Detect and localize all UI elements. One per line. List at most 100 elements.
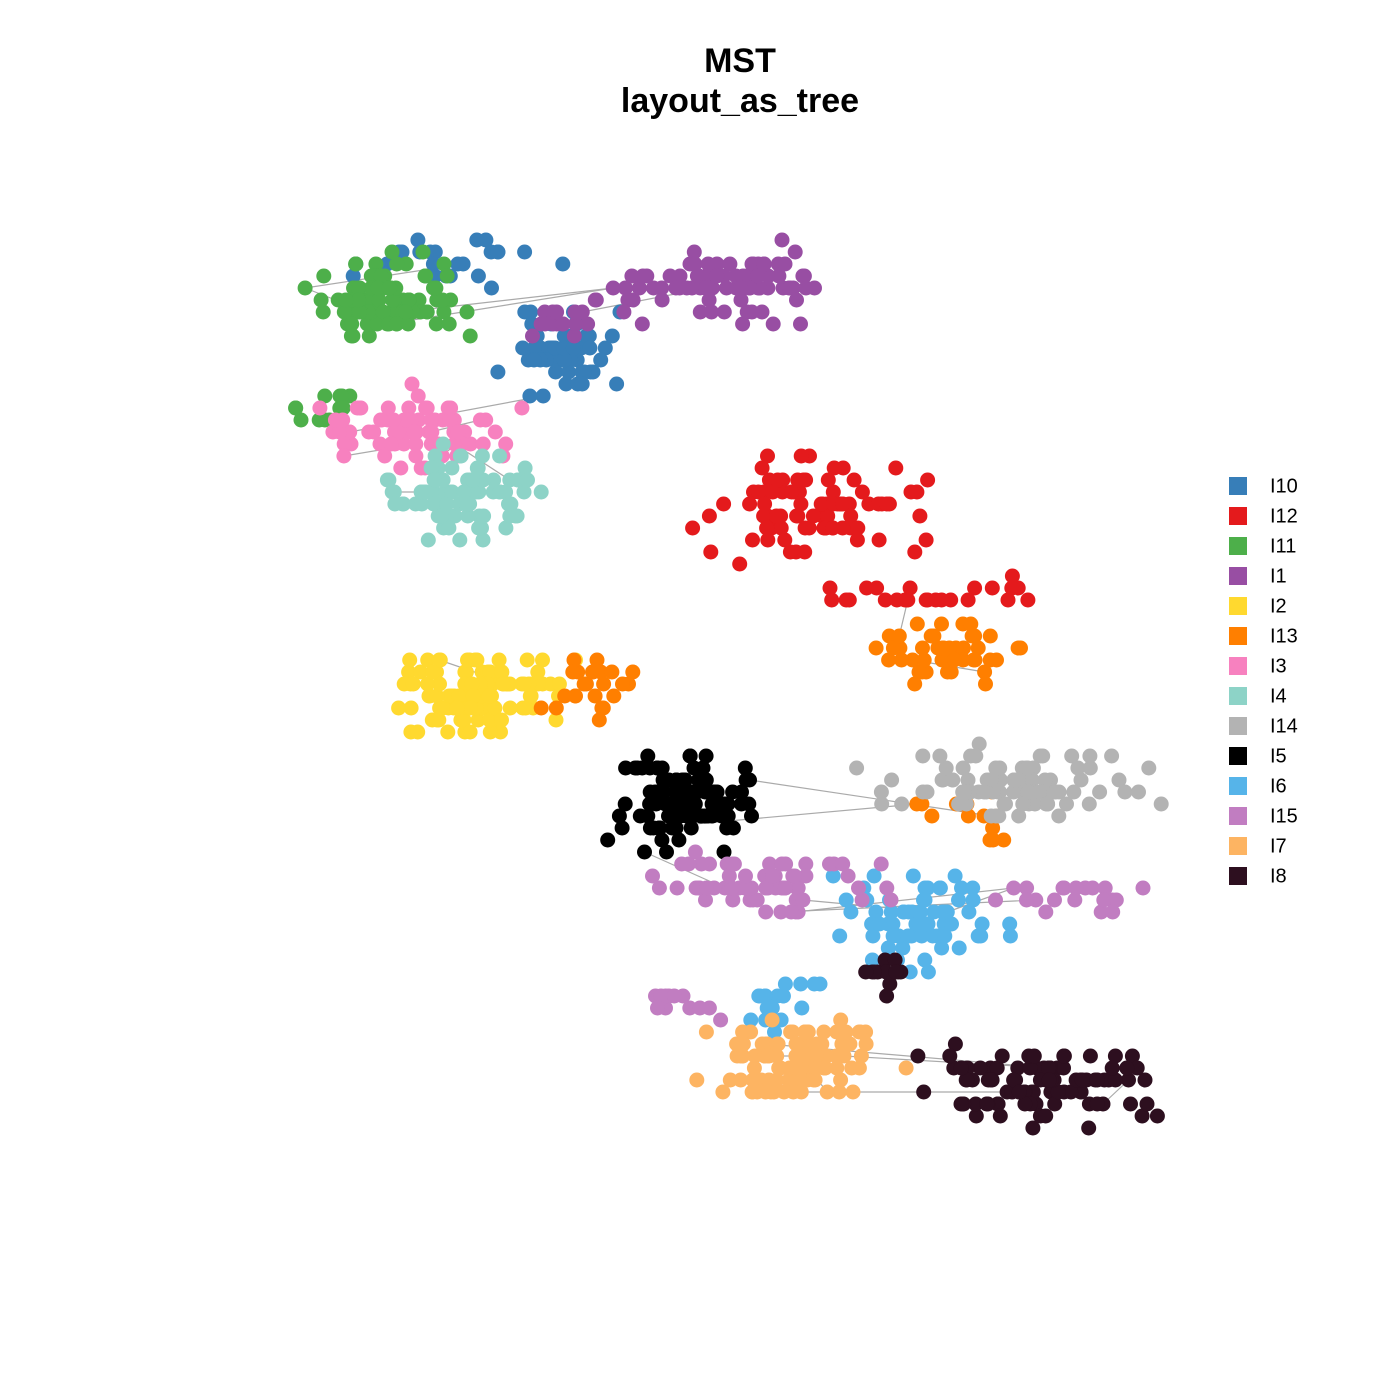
node	[427, 244, 443, 260]
node	[760, 448, 775, 464]
node	[953, 1060, 969, 1076]
node	[403, 700, 419, 716]
node	[462, 328, 478, 344]
legend-label: I3	[1270, 655, 1287, 677]
node	[475, 532, 491, 548]
node	[909, 616, 925, 632]
node	[845, 1084, 861, 1100]
node	[905, 652, 921, 668]
node	[709, 268, 725, 284]
node	[793, 976, 809, 992]
node	[843, 904, 859, 920]
node	[465, 472, 481, 488]
node	[667, 784, 683, 800]
node	[502, 700, 518, 716]
node	[391, 424, 407, 440]
node	[793, 1060, 809, 1076]
edge	[749, 779, 992, 817]
node	[920, 964, 936, 980]
node	[926, 904, 942, 920]
node	[405, 676, 421, 692]
node	[885, 640, 901, 656]
node	[960, 592, 976, 608]
node	[631, 280, 647, 296]
node	[762, 856, 778, 872]
node	[604, 328, 620, 344]
node	[738, 772, 754, 788]
node	[435, 292, 451, 308]
node	[368, 256, 384, 272]
node	[915, 748, 931, 764]
node	[691, 268, 707, 284]
node	[401, 664, 417, 680]
node	[436, 256, 452, 272]
node	[537, 316, 553, 332]
node	[879, 496, 895, 512]
node	[414, 496, 430, 512]
node	[558, 376, 574, 392]
node	[486, 472, 502, 488]
node	[348, 256, 364, 272]
node	[919, 784, 935, 800]
node	[372, 436, 388, 452]
node	[781, 1072, 797, 1088]
node	[449, 700, 465, 716]
node	[428, 280, 444, 296]
node	[716, 844, 732, 860]
node	[960, 808, 976, 824]
node	[744, 808, 759, 824]
node	[988, 808, 1004, 824]
node	[517, 460, 533, 476]
node	[548, 700, 564, 716]
legend-label: I1	[1270, 565, 1287, 587]
node	[423, 412, 439, 428]
node	[925, 928, 941, 944]
node	[525, 328, 540, 344]
node	[924, 808, 940, 824]
node	[1059, 796, 1074, 812]
node	[498, 436, 514, 452]
node	[1121, 1072, 1136, 1088]
node	[400, 292, 416, 308]
node	[420, 652, 436, 668]
node	[565, 664, 581, 680]
node	[790, 508, 806, 524]
node	[715, 1084, 731, 1100]
node	[793, 1084, 809, 1100]
node	[1067, 892, 1083, 908]
node	[576, 676, 592, 692]
node	[914, 928, 930, 944]
node	[344, 316, 360, 332]
node	[873, 856, 889, 872]
node	[420, 676, 436, 692]
legend-label: I4	[1270, 685, 1287, 707]
node	[961, 904, 977, 920]
node	[673, 808, 689, 824]
node	[735, 1048, 751, 1064]
legend-label: I12	[1270, 505, 1298, 527]
node	[889, 592, 905, 608]
node	[1006, 1072, 1022, 1088]
node	[998, 796, 1013, 812]
node	[377, 448, 393, 464]
node	[475, 436, 491, 452]
node	[859, 580, 875, 596]
node	[1048, 784, 1064, 800]
node	[972, 1060, 988, 1076]
node	[916, 652, 932, 668]
node	[336, 436, 352, 452]
node	[832, 928, 848, 944]
node	[793, 496, 809, 512]
node	[408, 436, 424, 452]
node	[745, 256, 761, 272]
node	[1068, 880, 1084, 896]
node	[912, 904, 928, 920]
node	[343, 328, 359, 344]
node	[1011, 1084, 1027, 1100]
node	[992, 1108, 1008, 1124]
node	[946, 652, 962, 668]
node	[515, 340, 531, 356]
node	[435, 700, 450, 716]
node	[733, 292, 749, 308]
node	[831, 1084, 847, 1100]
